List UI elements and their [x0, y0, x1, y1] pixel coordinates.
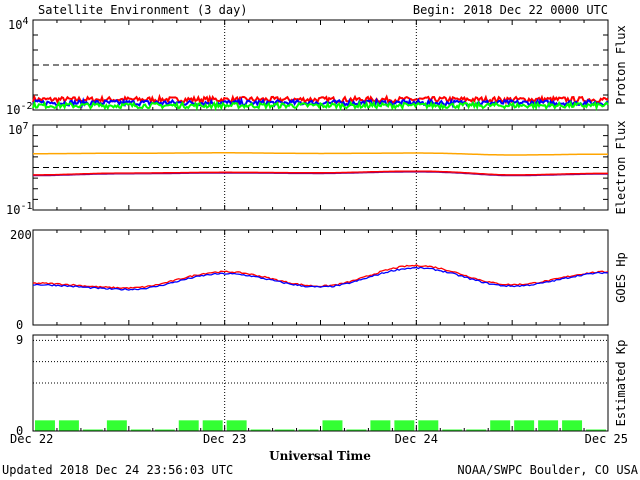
panel-frame — [32, 19, 609, 111]
series-line-1 — [32, 266, 609, 291]
y-tick-exp: -1 — [20, 201, 32, 212]
kp-bar — [346, 429, 367, 431]
series-line-2 — [32, 99, 609, 112]
y-tick-label: 0 — [16, 318, 23, 332]
kp-bar — [202, 420, 223, 431]
y-axis-title: Estimated Kp — [614, 340, 628, 427]
panel-goes_hp: GOES Hp 200 0 — [10, 228, 628, 332]
kp-bar — [274, 429, 295, 431]
updated-time: Updated 2018 Dec 24 23:56:03 UTC — [2, 463, 233, 477]
y-tick-label: 9 — [16, 333, 23, 347]
kp-bar — [490, 420, 511, 431]
kp-bar — [514, 420, 535, 431]
panel-frame — [32, 229, 609, 326]
kp-bar — [58, 420, 79, 431]
kp-bar — [130, 429, 151, 431]
kp-bar — [442, 429, 463, 431]
kp-bar — [226, 420, 247, 431]
kp-bar — [35, 420, 55, 431]
y-axis-title: GOES Hp — [614, 252, 628, 303]
y-tick-base: 10 — [8, 123, 22, 137]
kp-bar — [82, 429, 103, 431]
y-tick-top: 107 — [8, 121, 28, 137]
credit: NOAA/SWPC Boulder, CO USA — [457, 463, 638, 477]
y-axis-title: Proton Flux — [614, 25, 628, 104]
series-line-overlay — [33, 171, 608, 177]
panel-frame — [32, 334, 609, 432]
y-tick-label: 0 — [16, 424, 23, 438]
y-tick-base: 10 — [8, 18, 22, 32]
y-tick-base: 10 — [6, 203, 20, 217]
series-line-0 — [32, 264, 609, 290]
panel-kp: Estimated Kp 9 0 — [16, 333, 628, 438]
x-tick-label: Dec 22 — [10, 432, 53, 446]
x-tick-label: Dec 24 — [395, 432, 438, 446]
kp-bar — [466, 429, 487, 431]
y-tick-label: 200 — [10, 228, 32, 242]
kp-bar — [562, 420, 583, 431]
kp-bar — [586, 429, 606, 431]
x-tick-label: Dec 23 — [203, 432, 246, 446]
y-tick-exp: 4 — [22, 16, 28, 27]
kp-bar — [106, 420, 127, 431]
chart-title: Satellite Environment (3 day) — [38, 3, 248, 17]
y-tick-bottom: 10-1 — [6, 201, 33, 217]
y-tick-exp: -2 — [20, 101, 32, 112]
panel-frame-overlay — [32, 334, 609, 432]
kp-bar — [298, 429, 319, 431]
kp-bar — [322, 420, 343, 431]
series-line-0 — [32, 93, 609, 106]
kp-bar — [154, 429, 175, 431]
y-tick-top: 104 — [8, 16, 28, 32]
x-axis-title: Universal Time — [269, 449, 371, 463]
y-tick-base: 10 — [6, 103, 20, 117]
begin-time: Begin: 2018 Dec 22 0000 UTC — [413, 3, 608, 17]
y-tick-bottom: 10-2 — [6, 101, 33, 117]
panel-frame — [32, 124, 609, 211]
series-line-0 — [33, 152, 608, 156]
y-tick-exp: 7 — [22, 121, 28, 132]
series-line-1 — [33, 170, 608, 176]
x-tick-label: Dec 25 — [585, 432, 628, 446]
kp-bar — [250, 429, 271, 431]
kp-bar — [538, 420, 559, 431]
kp-bar — [370, 420, 391, 431]
y-axis-title: Electron Flux — [614, 121, 628, 215]
kp-bar — [418, 420, 439, 431]
kp-bar — [394, 420, 415, 431]
kp-bar — [178, 420, 199, 431]
